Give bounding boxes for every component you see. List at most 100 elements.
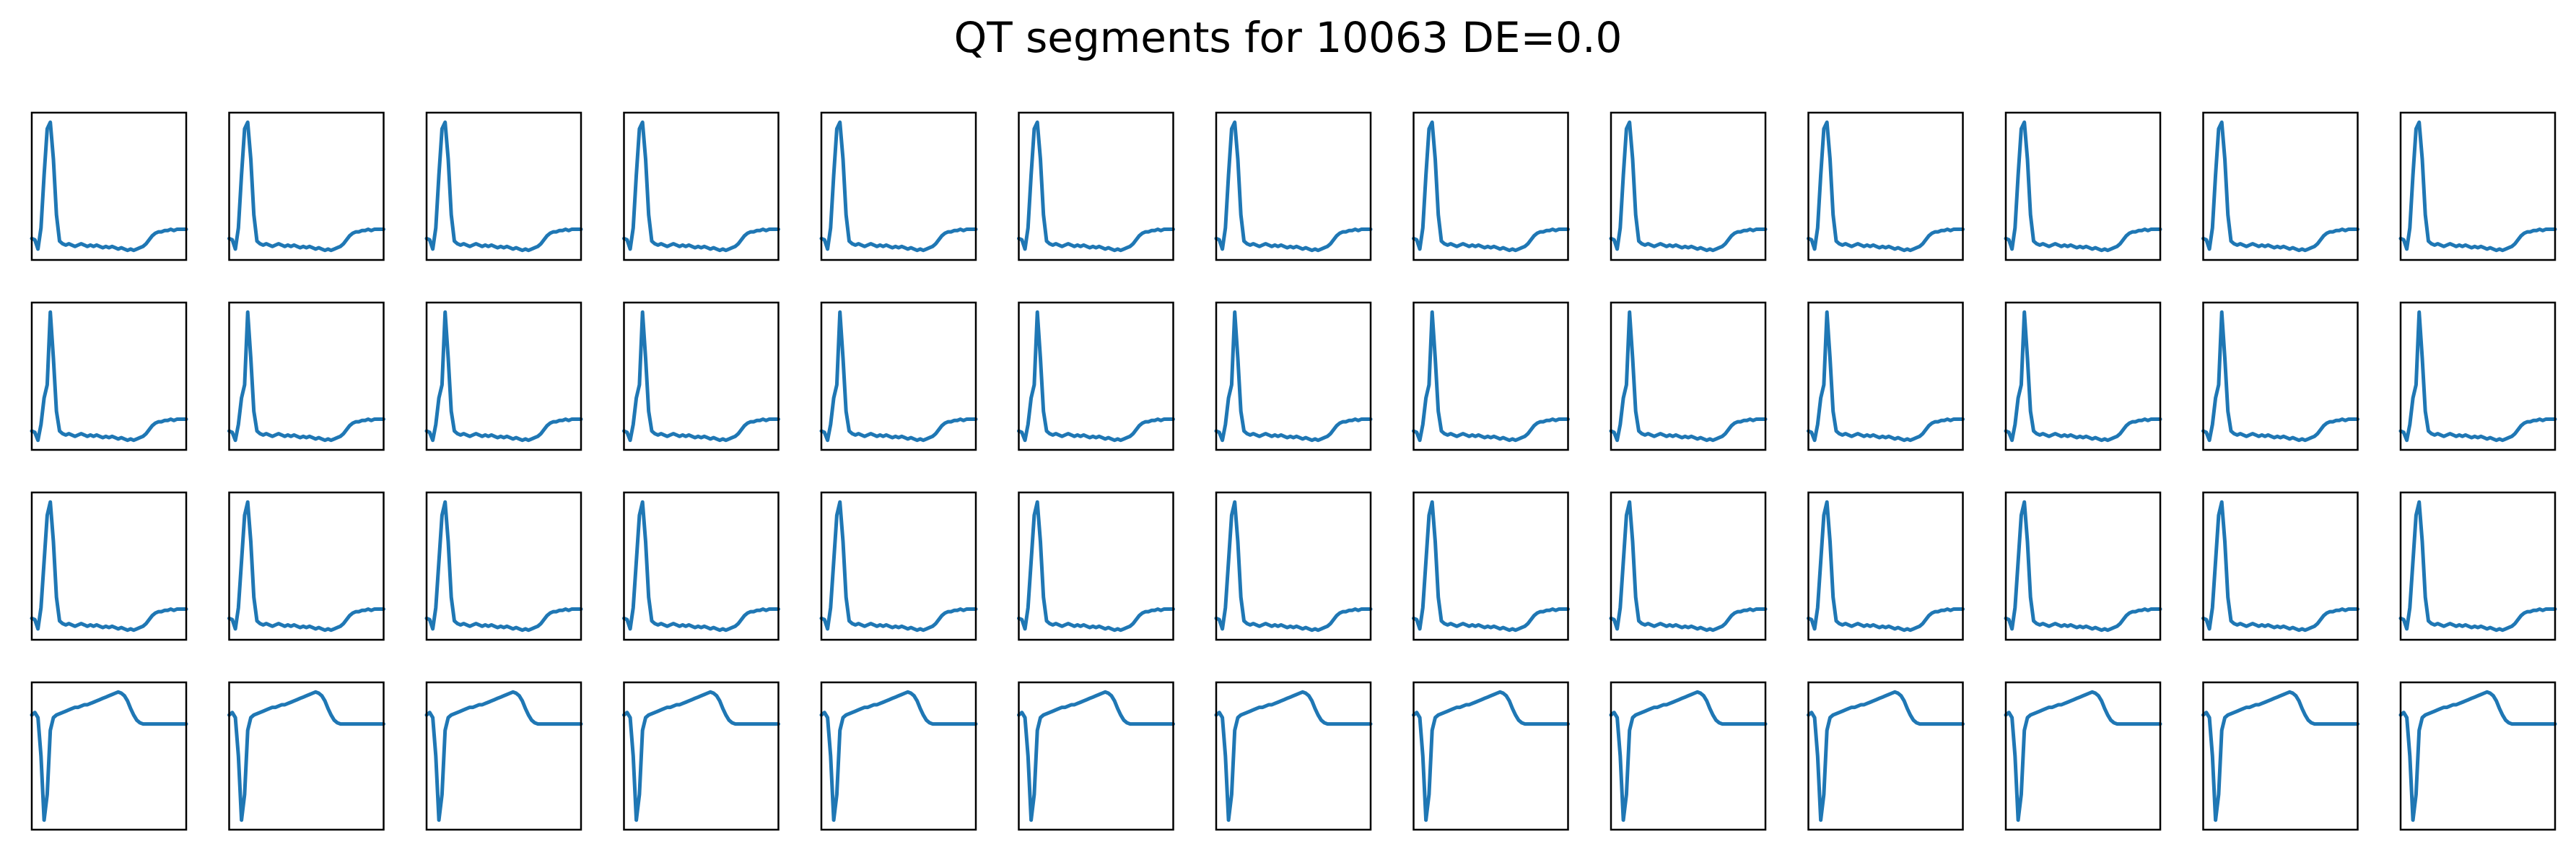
panel-frame: [228, 681, 385, 831]
qt-segment-line: [1214, 500, 1373, 633]
qt-segment-line: [227, 120, 385, 253]
qt-segment-panel-r2-c12: [2201, 301, 2359, 451]
qt-segment-line: [2398, 690, 2557, 822]
panel-frame: [1610, 301, 1767, 451]
qt-segment-line: [1609, 310, 1768, 443]
qt-segment-panel-r1-c4: [622, 111, 780, 261]
qt-segment-panel-r1-c3: [424, 111, 583, 261]
qt-segment-panel-r3-c12: [2201, 491, 2359, 641]
qt-segment-panel-r4-c13: [2398, 681, 2557, 831]
qt-segment-panel-r4-c12: [2201, 681, 2359, 831]
qt-segment-line: [1214, 120, 1373, 253]
qt-segment-line: [30, 120, 188, 253]
qt-segment-line: [622, 690, 780, 822]
qt-segment-line: [1807, 310, 1965, 443]
qt-segment-panel-r1-c12: [2201, 111, 2359, 261]
panel-frame: [623, 301, 780, 451]
qt-segment-panel-r2-c3: [424, 301, 583, 451]
qt-segment-panel-r2-c7: [1214, 301, 1373, 451]
qt-segment-line: [424, 120, 583, 253]
qt-segment-line: [1807, 500, 1965, 633]
qt-segment-line: [622, 500, 780, 633]
qt-segment-line: [2201, 690, 2359, 822]
qt-segment-line: [2004, 310, 2162, 443]
panel-frame: [1610, 681, 1767, 831]
qt-segment-panel-r4-c10: [1807, 681, 1965, 831]
qt-segment-line: [424, 310, 583, 443]
panel-frame: [2202, 301, 2359, 451]
qt-segment-panel-r2-c8: [1412, 301, 1570, 451]
panel-frame: [2399, 681, 2557, 831]
qt-segment-panel-r2-c1: [30, 301, 188, 451]
qt-segment-panel-r4-c1: [30, 681, 188, 831]
qt-segment-panel-r1-c1: [30, 111, 188, 261]
qt-segment-line: [2201, 310, 2359, 443]
qt-segment-line: [1609, 500, 1768, 633]
panel-frame: [228, 491, 385, 641]
panel-frame: [1807, 111, 1964, 261]
panel-frame: [2399, 111, 2557, 261]
qt-segment-line: [1214, 310, 1373, 443]
qt-segment-panel-r2-c13: [2398, 301, 2557, 451]
qt-segment-panel-r2-c6: [1017, 301, 1175, 451]
panel-frame: [1413, 681, 1569, 831]
qt-segment-panel-r4-c7: [1214, 681, 1373, 831]
qt-segment-line: [1017, 690, 1175, 822]
qt-segment-line: [1214, 690, 1373, 822]
qt-segment-line: [227, 500, 385, 633]
panel-frame: [30, 681, 188, 831]
panel-frame: [2399, 491, 2557, 641]
panel-frame: [2202, 681, 2359, 831]
qt-segment-panel-r1-c9: [1609, 111, 1768, 261]
qt-segment-line: [2004, 690, 2162, 822]
qt-segment-line: [1017, 310, 1175, 443]
qt-segment-line: [819, 310, 978, 443]
panel-frame: [30, 111, 188, 261]
qt-segment-panel-r3-c8: [1412, 491, 1570, 641]
panel-frame: [1413, 491, 1569, 641]
qt-segment-line: [2004, 500, 2162, 633]
qt-segment-panel-r4-c3: [424, 681, 583, 831]
qt-segment-panel-r1-c11: [2004, 111, 2162, 261]
qt-segment-line: [2004, 120, 2162, 253]
panel-frame: [623, 111, 780, 261]
qt-segment-panel-r3-c7: [1214, 491, 1373, 641]
qt-segment-panel-r4-c5: [819, 681, 978, 831]
qt-segment-line: [30, 690, 188, 822]
qt-segment-line: [227, 690, 385, 822]
qt-segment-line: [1609, 120, 1768, 253]
qt-segment-panel-r3-c6: [1017, 491, 1175, 641]
panel-frame: [820, 491, 977, 641]
panel-frame: [1215, 301, 1372, 451]
qt-segment-line: [30, 310, 188, 443]
panel-frame: [2202, 491, 2359, 641]
qt-segment-line: [1412, 120, 1570, 253]
panel-frame: [2004, 301, 2162, 451]
qt-segment-line: [819, 500, 978, 633]
qt-segment-panel-r3-c5: [819, 491, 978, 641]
qt-segment-panel-r2-c5: [819, 301, 978, 451]
qt-segment-panel-r3-c1: [30, 491, 188, 641]
panel-frame: [228, 111, 385, 261]
panel-frame: [820, 111, 977, 261]
qt-segment-panel-r3-c4: [622, 491, 780, 641]
qt-segment-line: [1017, 500, 1175, 633]
qt-segment-panel-r4-c4: [622, 681, 780, 831]
qt-segment-line: [227, 310, 385, 443]
qt-segment-line: [1412, 500, 1570, 633]
qt-segment-line: [1412, 690, 1570, 822]
qt-segment-line: [1807, 690, 1965, 822]
panel-frame: [623, 681, 780, 831]
panel-frame: [1215, 681, 1372, 831]
qt-segment-panel-r3-c3: [424, 491, 583, 641]
panel-frame: [228, 301, 385, 451]
qt-segment-panel-r3-c10: [1807, 491, 1965, 641]
qt-segment-line: [2398, 120, 2557, 253]
panel-frame: [1807, 491, 1964, 641]
panel-frame: [1018, 491, 1174, 641]
panel-frame: [1018, 301, 1174, 451]
panel-frame: [623, 491, 780, 641]
qt-segment-panel-r3-c9: [1609, 491, 1768, 641]
qt-segment-line: [622, 120, 780, 253]
qt-segment-panel-r2-c9: [1609, 301, 1768, 451]
